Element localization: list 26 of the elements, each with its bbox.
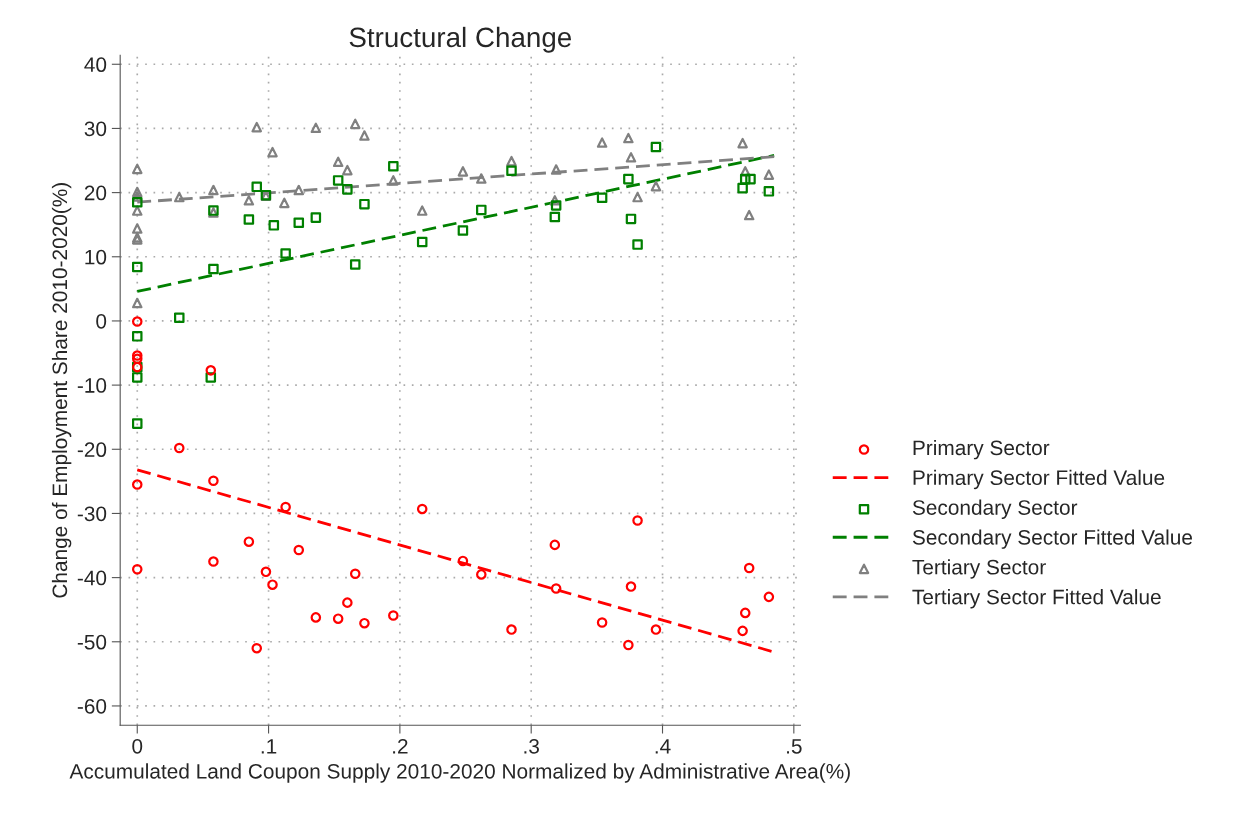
y-tick-label: -50 (77, 634, 107, 650)
chart-title: Structural Change (349, 26, 572, 53)
y-tick-label: -30 (77, 506, 107, 522)
y-tick-label: 20 (84, 185, 107, 201)
y-tick-label: 10 (85, 249, 107, 265)
legend-label: Secondary Sector Fitted Value (912, 529, 1193, 549)
legend-label: Primary Sector Fitted Value (913, 469, 1165, 490)
x-tick-label: .5 (787, 739, 802, 754)
legend-label: Secondary Sector (912, 499, 1078, 520)
x-axis-title: Accumulated Land Coupon Supply 2010-2020 Normalized by Administrative Area(%) (69, 763, 850, 783)
legend-label: Tertiary Sector (912, 559, 1046, 579)
x-tick-label: .3 (524, 738, 539, 754)
x-tick-label: 0 (132, 738, 143, 754)
y-tick-label: 0 (96, 313, 107, 329)
y-tick-label: 30 (84, 121, 107, 137)
y-tick-label: -40 (77, 570, 107, 586)
x-tick-label: .4 (655, 739, 671, 754)
y-axis-title: Change of Employment Share 2010-2020(%) (51, 183, 72, 598)
legend-label: Primary Sector (913, 439, 1050, 460)
y-tick-label: -60 (77, 698, 107, 714)
y-tick-label: 40 (84, 57, 107, 73)
y-tick-label: -20 (77, 442, 107, 458)
x-tick-label: .2 (393, 738, 408, 754)
y-tick-label: -10 (77, 378, 107, 393)
legend-label: Tertiary Sector Fitted Value (912, 589, 1161, 609)
x-tick-label: .1 (261, 739, 277, 754)
